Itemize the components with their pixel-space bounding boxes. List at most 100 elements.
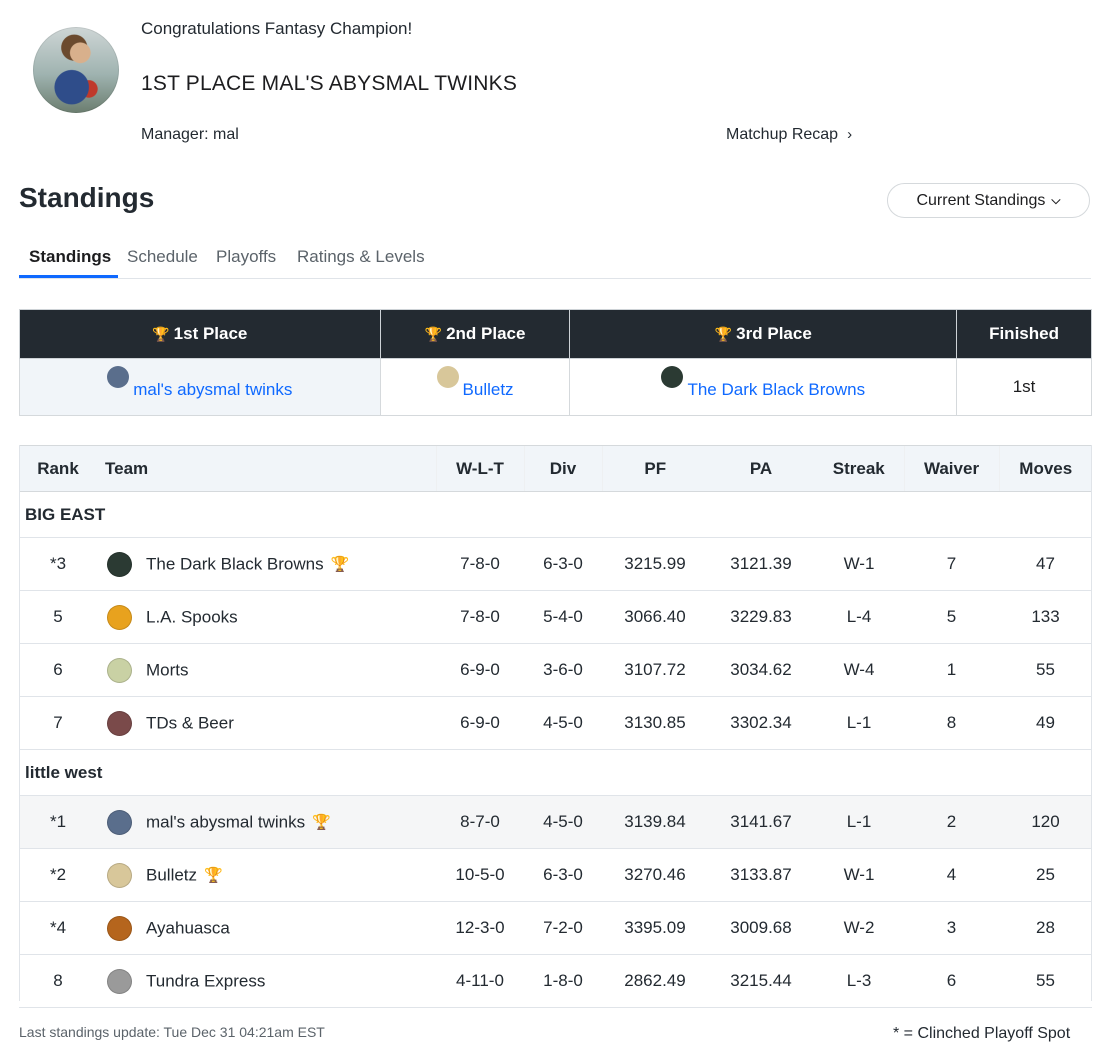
wlt-cell: 6-9-0 [436,643,524,697]
team-name-link[interactable]: L.A. Spooks [146,607,238,626]
pa-cell: 3229.83 [708,590,814,644]
avatar [107,862,132,888]
streak-cell: W-4 [814,643,904,697]
avatar [107,604,132,630]
waiver-cell: 6 [904,954,999,1008]
champion-congrats: Congratulations Fantasy Champion! [141,19,413,38]
third-place-team-link[interactable]: The Dark Black Browns [687,379,866,399]
second-place-team-link[interactable]: Bulletz [462,379,514,399]
col-waiver[interactable]: Waiver [903,445,999,492]
avatar [436,365,459,388]
streak-cell: W-2 [814,901,904,955]
div-cell: 6-3-0 [524,848,602,902]
waiver-cell: 1 [904,643,999,697]
moves-cell: 47 [999,537,1092,591]
avatar [107,551,132,577]
streak-cell: W-1 [814,848,904,902]
table-row[interactable]: 5 L.A. Spooks 7-8-0 5-4-0 3066.40 3229.83 L-4 5… [19,590,1092,644]
waiver-cell: 5 [904,590,999,644]
col-streak[interactable]: Streak [814,445,904,492]
tab-ratings-levels[interactable]: Ratings & Levels [297,247,425,266]
rank-cell: 8 [19,954,97,1008]
trophy-icon: 🏆 [424,326,443,342]
table-row[interactable]: *4 Ayahuasca 12-3-0 7-2-0 3395.09 3009.68 W-2 3… [19,901,1092,955]
col-wlt[interactable]: W-L-T [435,445,524,492]
second-place-header: 🏆 2nd Place [379,309,571,359]
wlt-cell: 4-11-0 [436,954,524,1008]
col-div[interactable]: Div [523,445,602,492]
col-moves[interactable]: Moves [998,445,1092,492]
team-name-link[interactable]: Tundra Express [146,971,266,990]
team-name-link[interactable]: Morts [146,660,189,679]
table-row[interactable]: 8 Tundra Express 4-11-0 1-8-0 2862.49 3215.44… [19,954,1092,1008]
table-row[interactable]: 7 TDs & Beer 6-9-0 4-5-0 3130.85 3302.34 L-1 8 4… [19,696,1092,750]
wlt-cell: 10-5-0 [436,848,524,902]
streak-cell: W-1 [814,537,904,591]
wlt-cell: 6-9-0 [436,696,524,750]
team-name-link[interactable]: The Dark Black Browns [146,554,324,573]
division-row: BIG EAST [19,491,1092,538]
table-row[interactable]: *1 mal's abysmal twinks 🏆 8-7-0 4-5-0 3139.84… [19,795,1092,849]
clinched-legend: * = Clinched Playoff Spot [893,1025,1071,1042]
team-cell: TDs & Beer [97,696,436,750]
table-row[interactable]: 6 Morts 6-9-0 3-6-0 3107.72 3034.62 W-4 1 55 [19,643,1092,697]
team-cell: Ayahuasca [97,901,436,955]
tab-playoffs[interactable]: Playoffs [216,247,277,266]
pf-cell: 3215.99 [602,537,708,591]
col-team[interactable]: Team [97,445,436,492]
first-place-team-link[interactable]: mal's abysmal twinks [133,379,293,399]
wlt-cell: 8-7-0 [436,795,524,849]
div-cell: 7-2-0 [524,901,602,955]
team-cell: mal's abysmal twinks 🏆 [97,795,436,849]
div-cell: 4-5-0 [524,795,602,849]
team-name-link[interactable]: TDs & Beer [146,713,234,732]
wlt-cell: 7-8-0 [436,590,524,644]
finished-value: 1st [956,358,1092,416]
pf-cell: 3130.85 [602,696,708,750]
standings-table: Rank Team W-L-T Div PF PA Streak Waiver … [19,445,1092,1008]
active-tab-indicator [19,275,118,278]
col-rank[interactable]: Rank [19,445,97,492]
team-name-link[interactable]: Ayahuasca [146,918,230,937]
streak-cell: L-3 [814,954,904,1008]
champion-team-title: 1ST PLACE MAL'S ABYSMAL TWINKS [141,72,518,95]
waiver-cell: 4 [904,848,999,902]
last-update: Last standings update: Tue Dec 31 04:21a… [19,1024,325,1040]
team-name-link[interactable]: mal's abysmal twinks [146,812,306,831]
avatar [107,915,132,941]
pa-cell: 3133.87 [708,848,814,902]
moves-cell: 28 [999,901,1092,955]
matchup-recap-link[interactable]: Matchup Recap › [726,126,852,144]
trophy-icon: 🏆 [312,814,331,831]
first-place-header: 🏆 1st Place [19,309,381,359]
chevron-right-icon: › [847,126,853,143]
rank-cell: *3 [19,537,97,591]
streak-cell: L-1 [814,696,904,750]
podium-table: 🏆 1st Place 🏆 2nd Place 🏆 3rd Place Finishe… [19,309,1092,416]
standings-view-select[interactable]: Current Standings ⌵ [887,183,1090,218]
table-row[interactable]: *3 The Dark Black Browns 🏆 7-8-0 6-3-0 3215.9… [19,537,1092,591]
trophy-icon: 🏆 [714,326,733,342]
pf-cell: 2862.49 [602,954,708,1008]
col-pf[interactable]: PF [601,445,708,492]
tab-schedule[interactable]: Schedule [127,247,198,266]
trophy-icon: 🏆 [152,326,170,342]
third-place-cell: The Dark Black Browns [569,358,958,416]
avatar [107,968,132,994]
moves-cell: 55 [999,954,1092,1008]
pa-cell: 3215.44 [708,954,814,1008]
rank-cell: *2 [19,848,97,902]
rank-cell: *1 [19,795,97,849]
pa-cell: 3034.62 [708,643,814,697]
table-row[interactable]: *2 Bulletz 🏆 10-5-0 6-3-0 3270.46 3133.87 W-1 4 2… [19,848,1092,902]
tab-bar: Standings Schedule Playoffs Ratings & Le… [19,240,1091,279]
streak-cell: L-1 [814,795,904,849]
div-cell: 1-8-0 [524,954,602,1008]
pf-cell: 3066.40 [602,590,708,644]
team-name-link[interactable]: Bulletz [146,865,198,884]
pf-cell: 3139.84 [602,795,708,849]
matchup-recap-label: Matchup Recap [726,126,839,143]
tab-standings[interactable]: Standings [29,247,112,266]
col-pa[interactable]: PA [708,445,814,492]
avatar [107,657,132,683]
